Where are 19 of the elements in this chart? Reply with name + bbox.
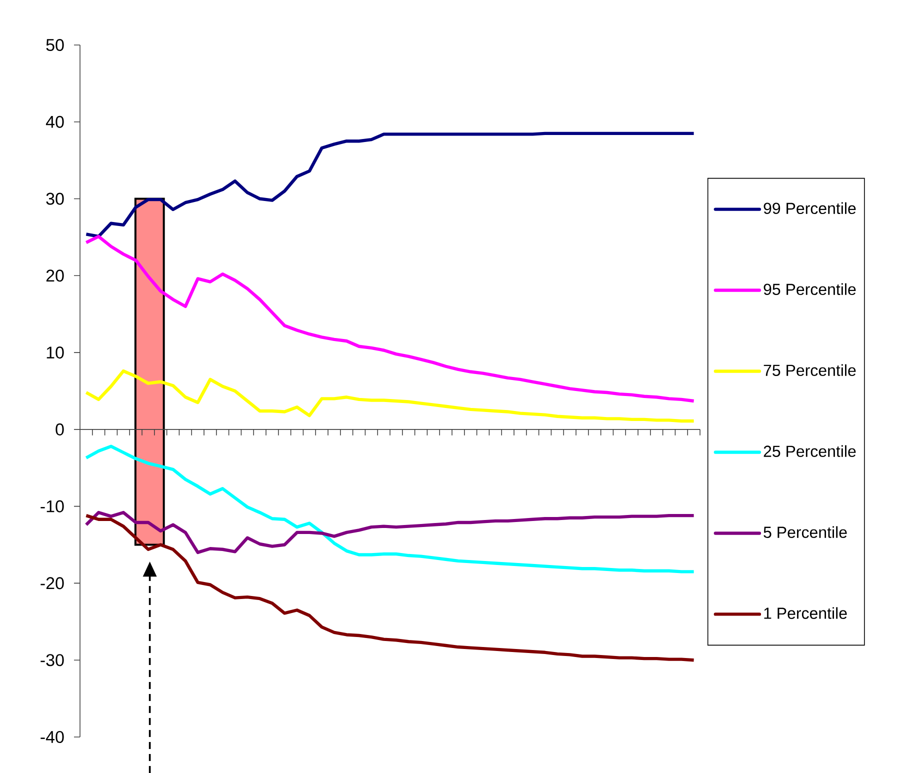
legend-label: 1 Percentile [764, 607, 847, 619]
y-tick-label: 10 [46, 346, 64, 359]
y-tick-label: 20 [46, 270, 64, 282]
y-tick-label: -10 [40, 500, 64, 512]
y-tick-label: 40 [46, 116, 64, 128]
legend-label: 99 Percentile [764, 202, 856, 214]
line-series [84, 234, 696, 403]
legend-label: 5 Percentile [764, 526, 847, 538]
y-tick-label: 0 [56, 423, 64, 436]
line-series [84, 514, 696, 662]
legend-label: 95 Percentile [764, 283, 856, 296]
legend-label: 25 Percentile [764, 445, 856, 457]
y-tick-label: 50 [46, 38, 64, 52]
y-tick-label: -30 [40, 654, 64, 666]
line-series [84, 369, 696, 423]
y-tick-label: -40 [40, 730, 64, 744]
legend-label: 75 Percentile [764, 364, 856, 376]
y-tick-label: -20 [40, 577, 64, 590]
y-tick-label: 30 [46, 192, 64, 205]
